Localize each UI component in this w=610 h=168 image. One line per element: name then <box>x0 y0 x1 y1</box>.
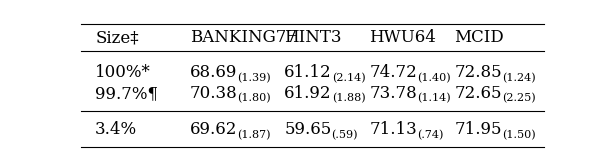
Text: (.59): (.59) <box>331 130 358 140</box>
Text: 73.78: 73.78 <box>370 85 417 102</box>
Text: (1.14): (1.14) <box>417 93 451 104</box>
Text: HWU64: HWU64 <box>370 29 436 46</box>
Text: (1.80): (1.80) <box>237 93 271 104</box>
Text: 61.92: 61.92 <box>284 85 332 102</box>
Text: MCID: MCID <box>454 29 504 46</box>
Text: (1.24): (1.24) <box>502 73 536 83</box>
Text: Size‡: Size‡ <box>95 29 139 46</box>
Text: BANKING77: BANKING77 <box>190 29 296 46</box>
Text: 59.65: 59.65 <box>284 121 331 138</box>
Text: (1.87): (1.87) <box>237 130 271 140</box>
Text: (1.50): (1.50) <box>502 130 536 140</box>
Text: 74.72: 74.72 <box>370 64 417 81</box>
Text: 100%*: 100%* <box>95 64 151 81</box>
Text: 3.4%: 3.4% <box>95 121 137 138</box>
Text: (1.88): (1.88) <box>332 93 365 104</box>
Text: (2.14): (2.14) <box>332 73 365 83</box>
Text: HINT3: HINT3 <box>284 29 342 46</box>
Text: (.74): (.74) <box>417 130 443 140</box>
Text: 99.7%¶: 99.7%¶ <box>95 85 158 102</box>
Text: 72.65: 72.65 <box>454 85 502 102</box>
Text: 69.62: 69.62 <box>190 121 237 138</box>
Text: 72.85: 72.85 <box>454 64 502 81</box>
Text: (1.39): (1.39) <box>237 73 271 83</box>
Text: (1.40): (1.40) <box>417 73 451 83</box>
Text: 61.12: 61.12 <box>284 64 332 81</box>
Text: 70.38: 70.38 <box>190 85 237 102</box>
Text: 68.69: 68.69 <box>190 64 237 81</box>
Text: (2.25): (2.25) <box>502 93 536 104</box>
Text: 71.95: 71.95 <box>454 121 502 138</box>
Text: 71.13: 71.13 <box>370 121 417 138</box>
